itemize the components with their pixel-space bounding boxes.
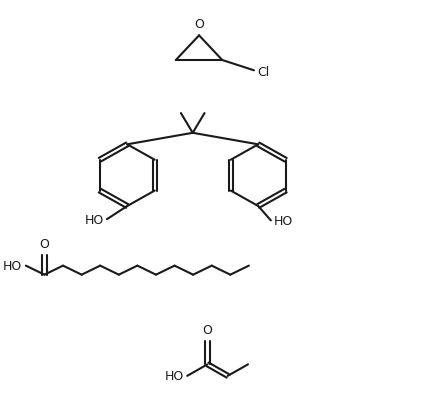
Text: HO: HO	[3, 259, 22, 273]
Text: Cl: Cl	[257, 66, 270, 79]
Text: O: O	[203, 323, 212, 337]
Text: HO: HO	[84, 213, 104, 226]
Text: O: O	[39, 237, 49, 250]
Text: HO: HO	[165, 370, 184, 382]
Text: O: O	[194, 18, 204, 31]
Text: HO: HO	[274, 214, 294, 227]
